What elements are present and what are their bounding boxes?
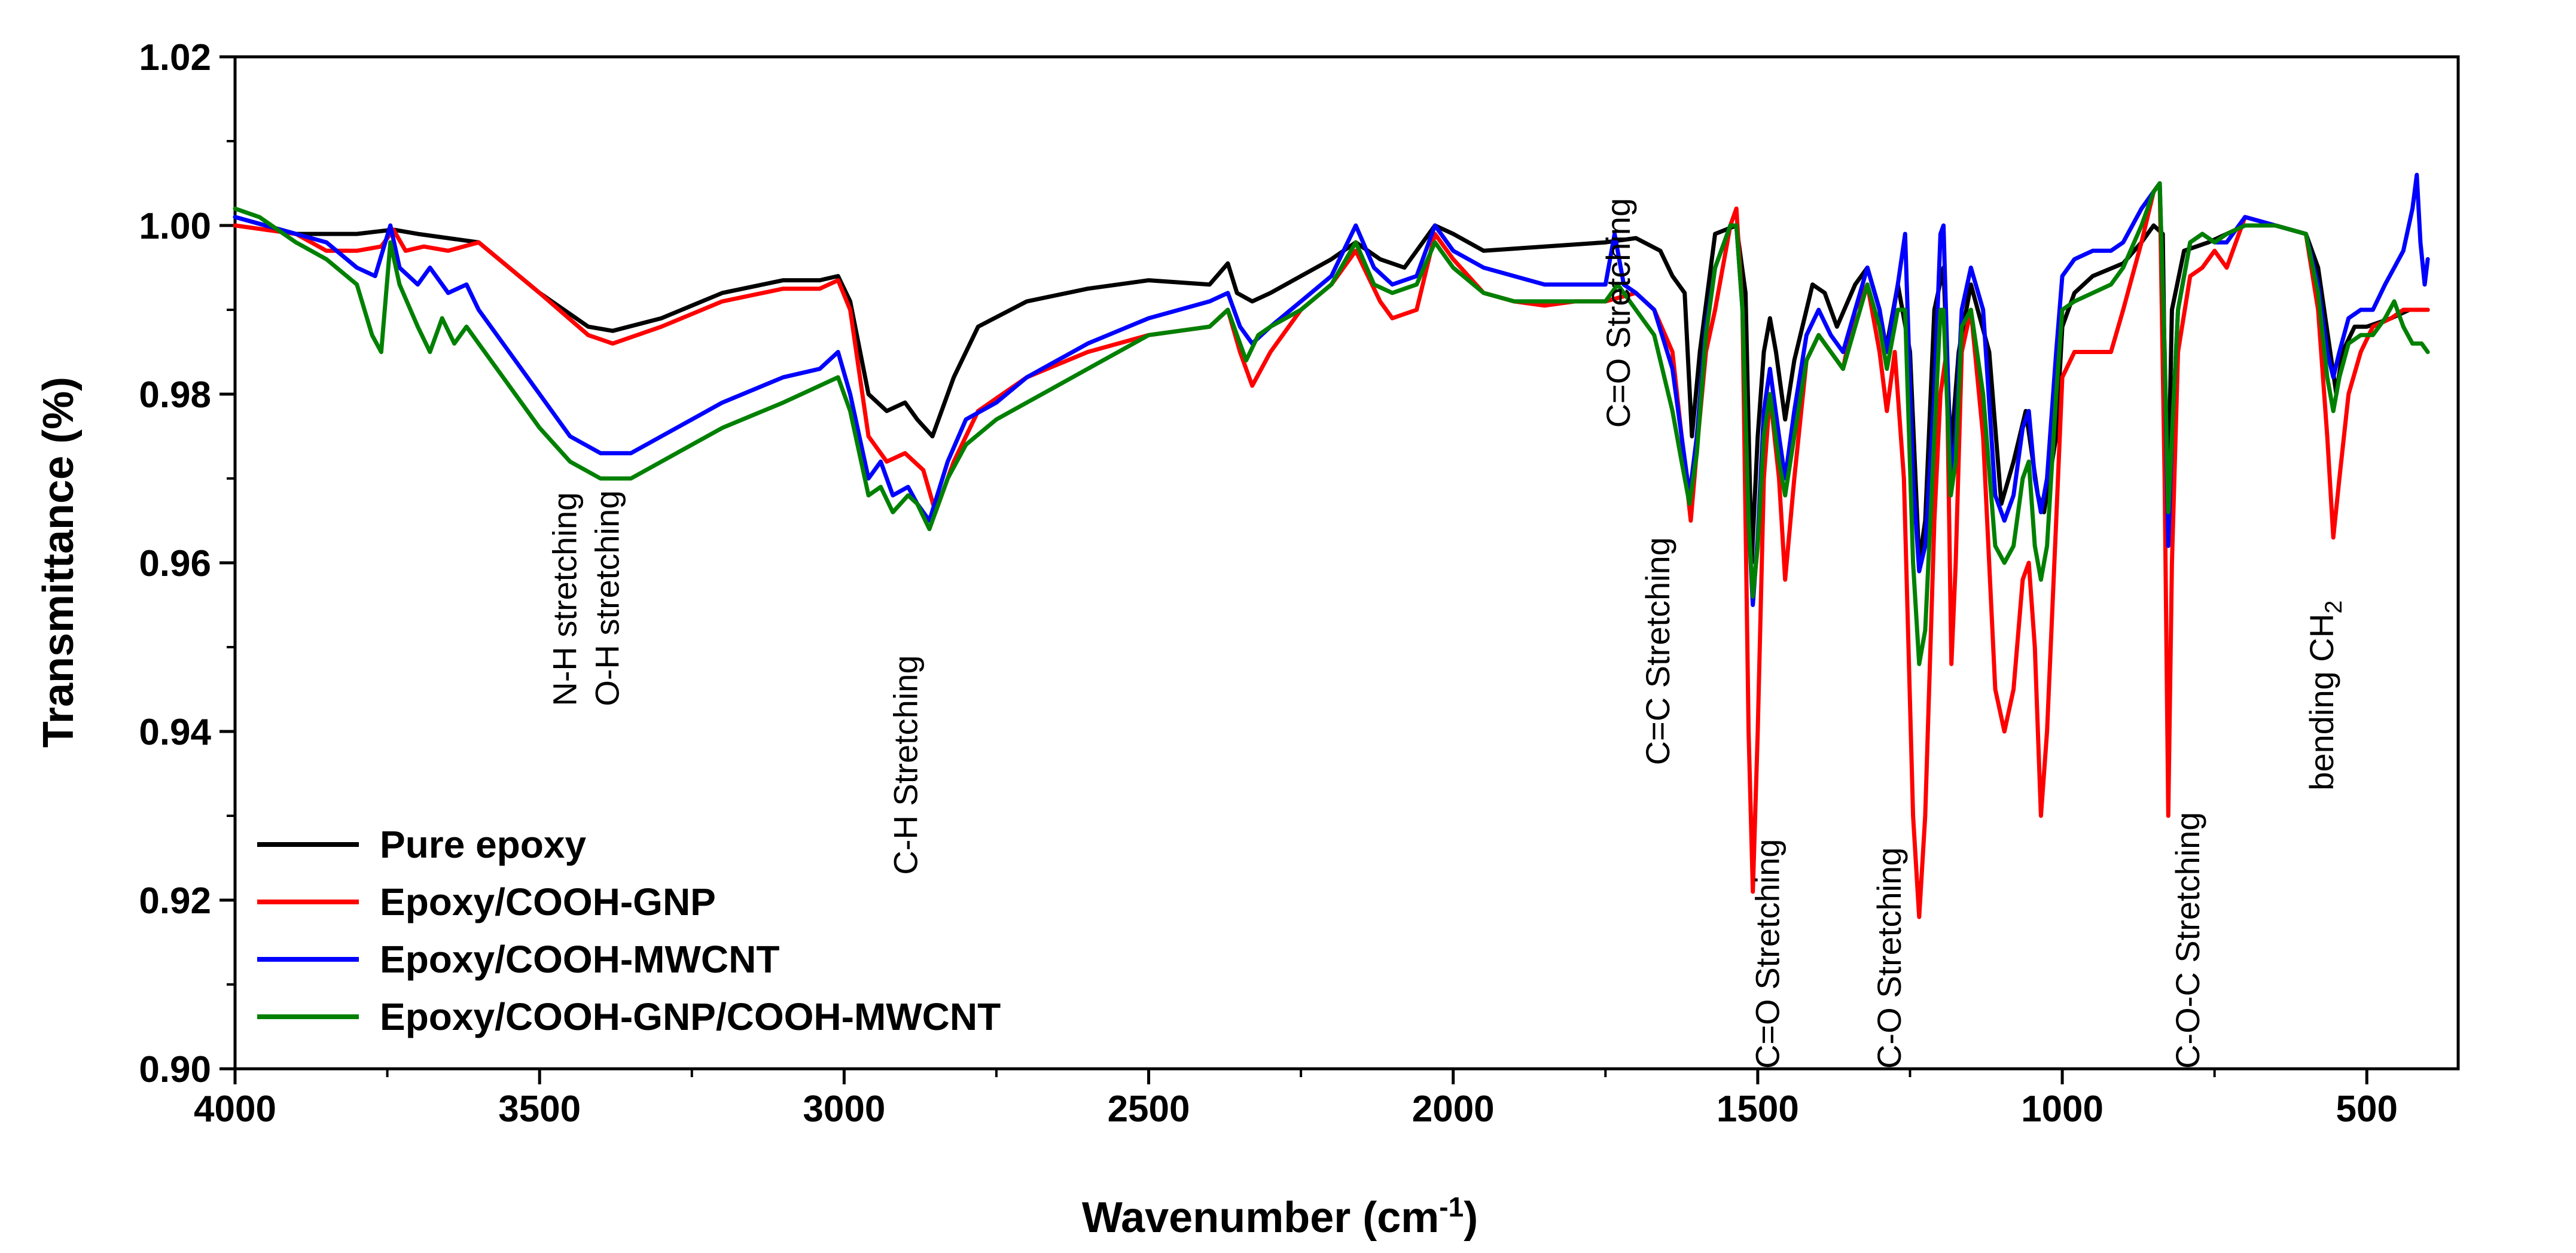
ticks-layer: 4000 3500 3000 2500 2000 1500 1000 500 0.90 0.92 0… bbox=[139, 37, 2398, 1130]
y-tick-label-1.00: 1.00 bbox=[139, 206, 211, 247]
annotation-o-h-stretching-1: O-H stretching bbox=[589, 490, 626, 706]
y-tick-label-0.92: 0.92 bbox=[139, 880, 211, 922]
x-tick-label-1000: 1000 bbox=[2021, 1089, 2104, 1130]
y-axis-title: Transmittance (%) bbox=[35, 377, 83, 748]
y-tick-label-0.98: 0.98 bbox=[139, 374, 211, 416]
x-tick-label-500: 500 bbox=[2336, 1089, 2398, 1130]
x-tick-label-2500: 2500 bbox=[1108, 1089, 1190, 1130]
annotation-c-o-c-stretching-7: C-O-C Stretching bbox=[2169, 812, 2206, 1069]
annotation-c-o-stretching-5: C=O Stretching bbox=[1749, 839, 1787, 1069]
legend: Pure epoxy Epoxy/COOH-GNP Epoxy/COOH-MWC… bbox=[257, 823, 1001, 1038]
y-tick-label-1.02: 1.02 bbox=[139, 37, 211, 78]
x-axis-title-superscript: -1 bbox=[1439, 1191, 1464, 1222]
legend-item-epoxy-cooh-mwcnt: Epoxy/COOH-MWCNT bbox=[257, 938, 779, 981]
y-tick-label-0.90: 0.90 bbox=[139, 1049, 211, 1090]
annotation-n-h-stretching-0: N-H stretching bbox=[545, 492, 583, 706]
series-line-epoxy-cooh-gnp-cooh-mwcnt bbox=[233, 181, 2430, 666]
legend-item-epoxy-cooh-gnp: Epoxy/COOH-GNP bbox=[257, 880, 716, 923]
legend-item-pure-epoxy: Pure epoxy bbox=[257, 823, 586, 866]
annotation-c-o-stretching-3: C=O Stretching bbox=[1599, 198, 1637, 428]
legend-label-epoxy-cooh-mwcnt: Epoxy/COOH-MWCNT bbox=[380, 938, 779, 981]
legend-label-epoxy-cooh-gnp-cooh-mwcnt: Epoxy/COOH-GNP/COOH-MWCNT bbox=[380, 995, 1001, 1038]
annotation-c-o-stretching-6: C-O Stretching bbox=[1870, 847, 1908, 1069]
x-tick-label-4000: 4000 bbox=[194, 1089, 276, 1130]
y-tick-label-0.96: 0.96 bbox=[139, 543, 211, 584]
annotation-subscript: 2 bbox=[2321, 600, 2347, 614]
x-axis-title: Wavenumber (cm-1) bbox=[1082, 1191, 1478, 1242]
y-tick-label-0.94: 0.94 bbox=[139, 712, 211, 753]
x-tick-label-3500: 3500 bbox=[498, 1089, 581, 1130]
x-tick-label-1500: 1500 bbox=[1717, 1089, 1799, 1130]
series-layer bbox=[233, 172, 2430, 919]
x-tick-label-2000: 2000 bbox=[1412, 1089, 1495, 1130]
annotation-bending-ch-8: bending CH2 bbox=[2303, 600, 2347, 791]
x-tick-label-3000: 3000 bbox=[803, 1089, 885, 1130]
annotation-c-c-stretching-4: C=C Stretching bbox=[1639, 537, 1676, 765]
annotation-c-h-stretching-2: C-H Stretching bbox=[887, 655, 925, 874]
legend-label-pure-epoxy: Pure epoxy bbox=[380, 823, 586, 866]
legend-label-epoxy-cooh-gnp: Epoxy/COOH-GNP bbox=[380, 880, 716, 923]
legend-item-epoxy-cooh-gnp-cooh-mwcnt: Epoxy/COOH-GNP/COOH-MWCNT bbox=[257, 995, 1001, 1038]
annotations-layer: N-H stretching O-H stretching C-H Stretchi… bbox=[545, 198, 2347, 1069]
